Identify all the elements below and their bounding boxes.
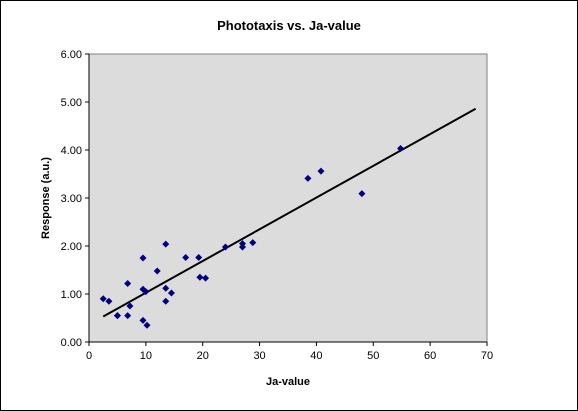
data-point — [99, 295, 107, 303]
chart-title: Phototaxis vs. Ja-value — [217, 18, 361, 33]
data-point — [182, 254, 190, 262]
x-tick-label: 30 — [253, 350, 265, 362]
data-point — [195, 254, 203, 262]
trendline-group — [102, 107, 477, 318]
x-tick-label: 50 — [367, 350, 379, 362]
y-tick-label: 0.00 — [61, 337, 82, 349]
data-point — [239, 243, 247, 251]
x-tick-label: 40 — [310, 350, 322, 362]
x-tick-label: 70 — [481, 350, 493, 362]
data-point — [143, 321, 151, 329]
x-tick-label: 0 — [86, 350, 92, 362]
x-tick-label: 20 — [197, 350, 209, 362]
data-point — [105, 297, 113, 305]
data-point — [139, 316, 147, 324]
data-point — [249, 239, 257, 247]
data-point — [124, 279, 132, 287]
data-point — [317, 167, 325, 175]
x-tick-label: 10 — [140, 350, 152, 362]
data-point — [202, 274, 210, 282]
y-tick-label: 4.00 — [61, 145, 82, 157]
data-point — [358, 190, 366, 198]
data-point — [139, 254, 147, 262]
trendline — [102, 107, 477, 318]
data-point — [196, 273, 204, 281]
data-point — [126, 302, 134, 310]
y-tick-label: 1.00 — [61, 289, 82, 301]
y-axis-title: Response (a.u.) — [40, 157, 52, 239]
data-point — [153, 267, 161, 275]
data-point — [304, 174, 312, 182]
y-tick-label: 6.00 — [61, 49, 82, 61]
data-point — [124, 312, 132, 320]
axes: 0 10 20 30 40 50 60 70 0.00 1.00 2.00 3.00 4.00 5.00 6… — [61, 49, 494, 362]
y-tick-label: 3.00 — [61, 193, 82, 205]
data-point — [397, 145, 405, 153]
data-points — [99, 145, 405, 329]
data-point — [221, 243, 229, 251]
x-tick-label: 60 — [424, 350, 436, 362]
plot-area — [88, 53, 488, 343]
data-point — [142, 288, 150, 296]
data-point — [167, 289, 175, 297]
y-tick-label: 5.00 — [61, 97, 82, 109]
y-tick-label: 2.00 — [61, 241, 82, 253]
x-axis-title: Ja-value — [266, 376, 310, 388]
data-point — [162, 240, 170, 248]
data-point — [162, 297, 170, 305]
data-point — [113, 312, 121, 320]
data-point — [162, 284, 170, 292]
